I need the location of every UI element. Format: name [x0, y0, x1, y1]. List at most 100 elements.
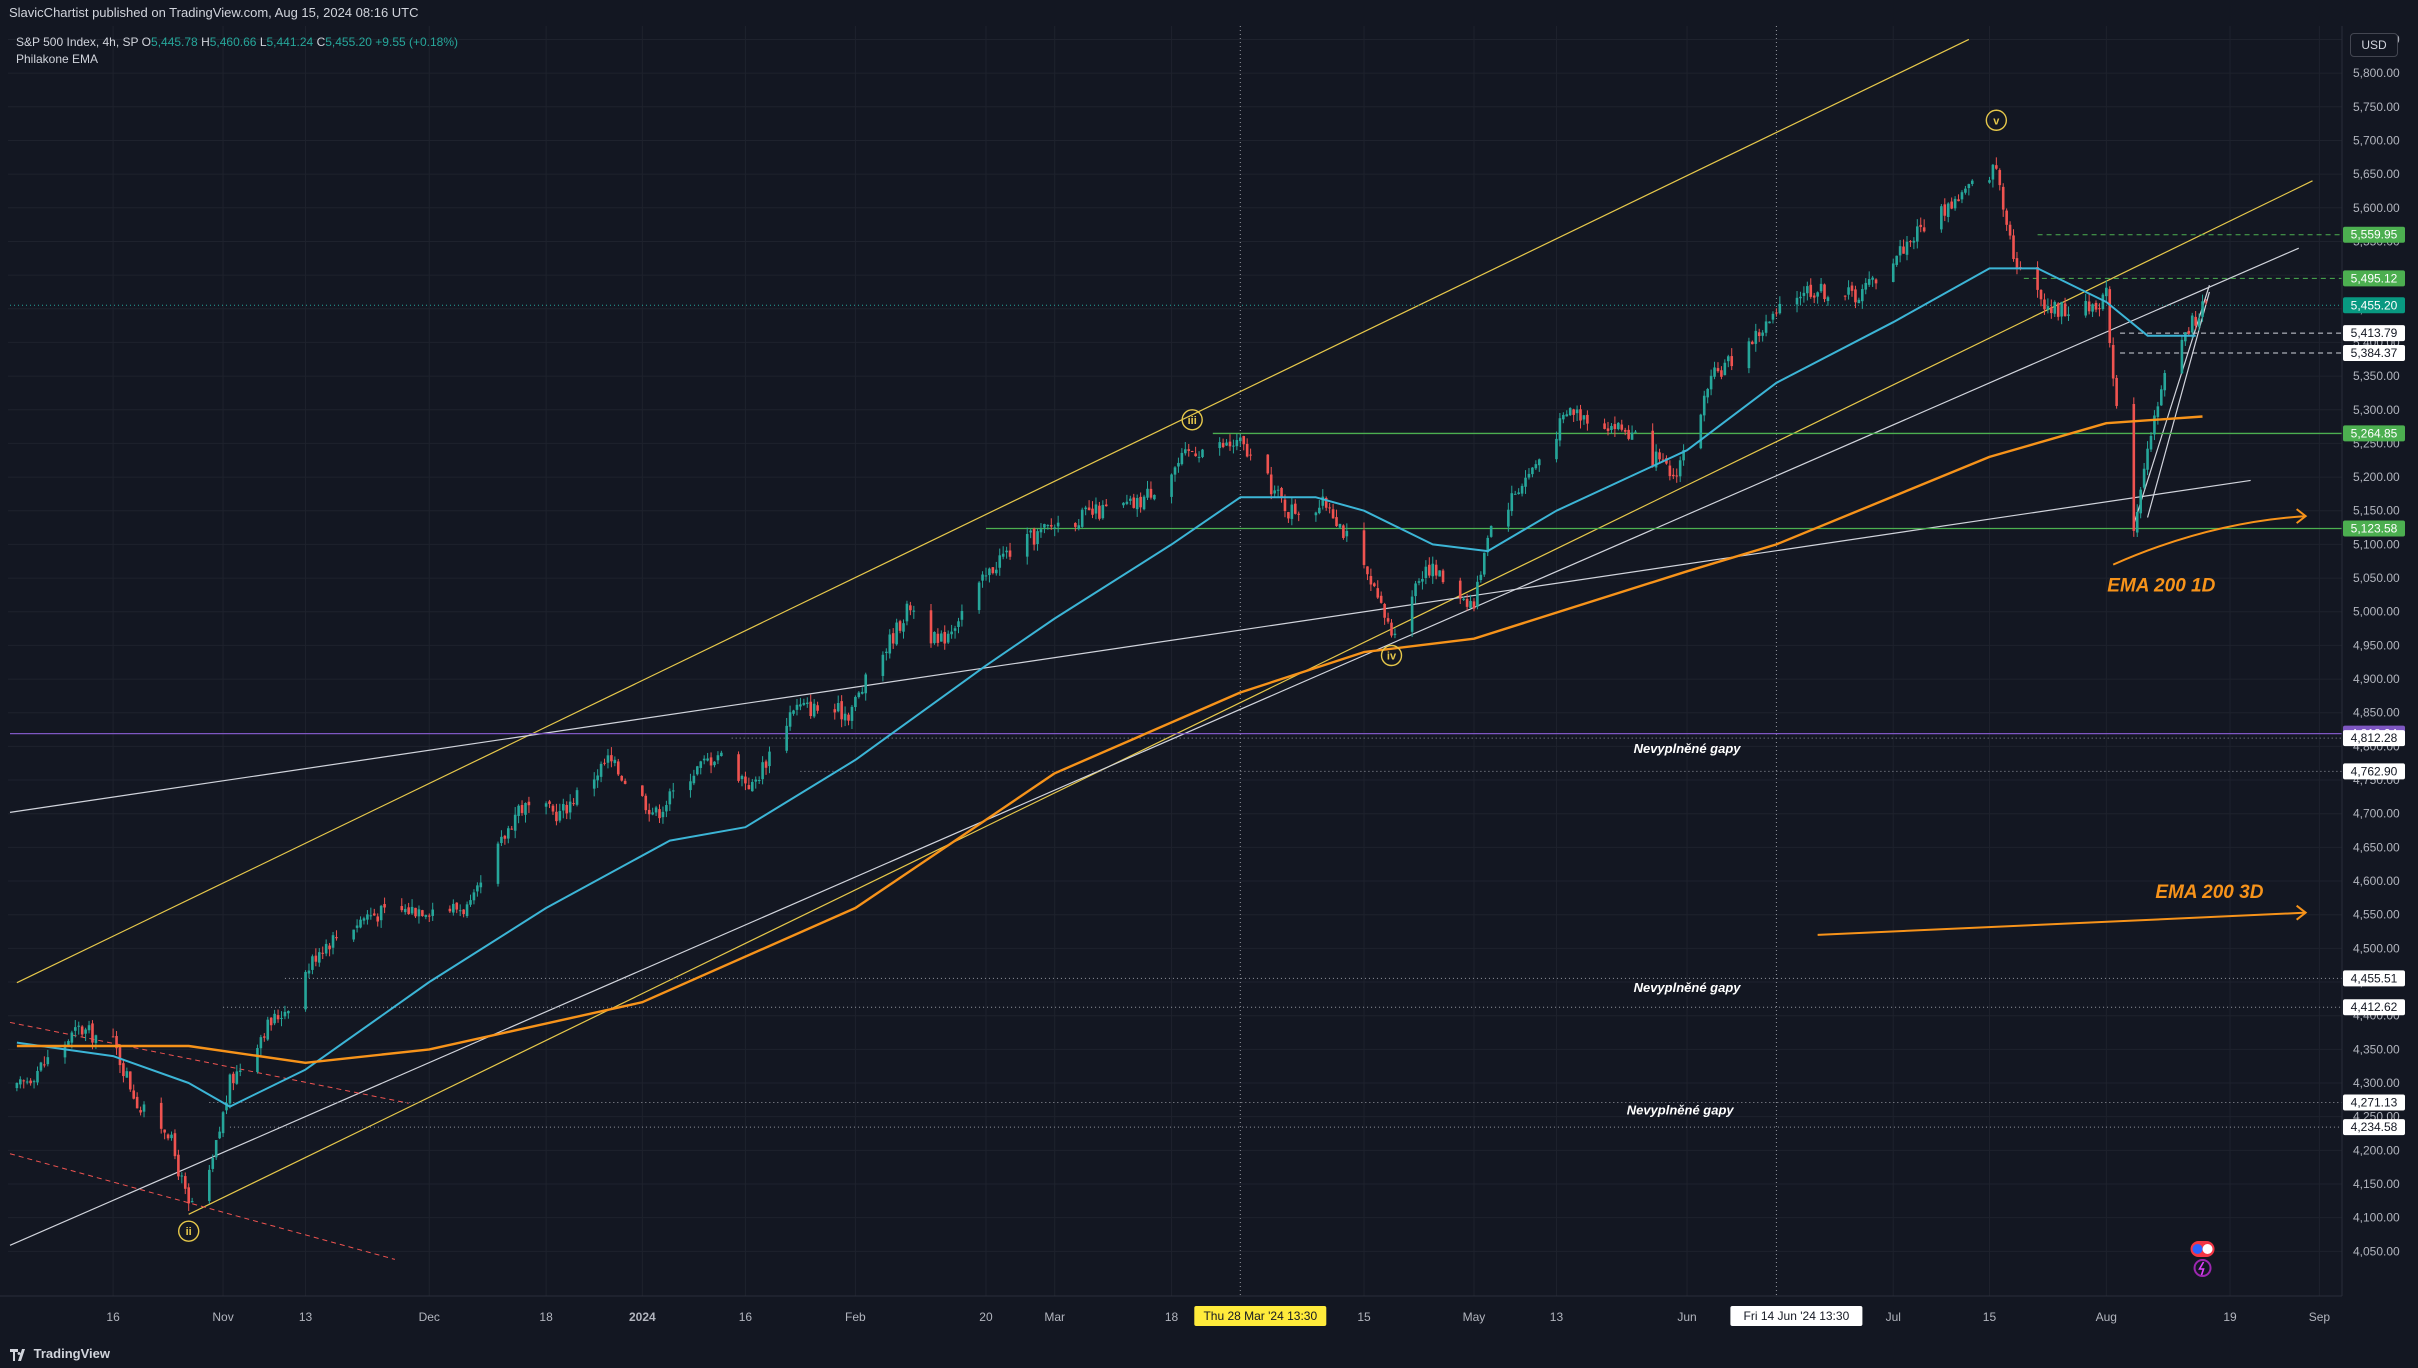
- time-tick-label: 13: [299, 1310, 313, 1324]
- candle-body: [1634, 431, 1637, 433]
- candle-body: [1874, 279, 1878, 284]
- candle-body: [905, 603, 909, 622]
- candle-body: [2005, 210, 2008, 225]
- candle-body: [2036, 267, 2039, 290]
- close-label: C: [316, 35, 326, 49]
- candle-body: [256, 1048, 259, 1073]
- candle-body: [984, 575, 988, 577]
- candle-body: [1197, 456, 1201, 458]
- lightning-event-icon-bolt: [2198, 1261, 2205, 1276]
- candle-body: [1507, 509, 1510, 527]
- candle-body: [1537, 459, 1541, 466]
- candle-body: [850, 706, 854, 721]
- candle-body: [1142, 496, 1146, 510]
- candle-body: [1823, 284, 1826, 300]
- candle-body: [2204, 301, 2208, 303]
- candle-body: [2015, 258, 2019, 268]
- candle-body: [720, 752, 723, 757]
- candle-body: [510, 828, 514, 830]
- candle-body: [1094, 504, 1098, 514]
- candle-body: [2101, 294, 2105, 310]
- candle-body: [421, 910, 424, 917]
- candle-body: [1386, 618, 1390, 622]
- wave-label: v: [1993, 115, 2000, 127]
- candle-body: [816, 705, 819, 711]
- candle-body: [307, 970, 311, 974]
- price-tick-label: 5,100.00: [2353, 537, 2400, 551]
- candle-body: [273, 1013, 276, 1024]
- tradingview-logo[interactable]: TradingView: [10, 1340, 110, 1368]
- candle-body: [407, 907, 410, 915]
- candle-body: [1293, 503, 1297, 514]
- candle-body: [36, 1070, 39, 1083]
- candle-body: [940, 633, 943, 642]
- candle-body: [548, 801, 551, 804]
- price-tick-label: 4,300.00: [2353, 1076, 2400, 1090]
- currency-button[interactable]: USD: [2350, 33, 2398, 57]
- candle-body: [431, 909, 434, 916]
- candle-body: [324, 943, 328, 954]
- candle-body: [1513, 493, 1517, 495]
- candle-body: [1245, 443, 1249, 457]
- descending-dashed-line: [9, 1021, 409, 1104]
- candle-body: [469, 900, 472, 905]
- candle-body: [1489, 526, 1493, 537]
- candle-body: [280, 1017, 283, 1019]
- candle-body: [355, 925, 359, 928]
- candle-body: [80, 1026, 84, 1035]
- candle-body: [757, 780, 761, 782]
- candle-body: [369, 915, 373, 917]
- lightning-event-icon: [2193, 1259, 2212, 1277]
- candle-body: [881, 654, 885, 676]
- candle-body: [1572, 409, 1575, 415]
- candle-body: [2050, 307, 2053, 314]
- price-tick-label: 5,800.00: [2353, 66, 2400, 80]
- candle-body: [1283, 499, 1287, 512]
- candle-body: [933, 631, 936, 644]
- time-tick-label: Jul: [1886, 1310, 1901, 1324]
- candle-body: [1373, 583, 1376, 587]
- price-tick-label: 4,200.00: [2353, 1143, 2400, 1157]
- candle-body: [909, 605, 912, 611]
- candle-body: [1617, 422, 1620, 430]
- candle-body: [936, 633, 940, 643]
- candle-body: [183, 1176, 187, 1189]
- time-tick-label: Aug: [2096, 1310, 2117, 1324]
- price-tag: [2343, 970, 2405, 987]
- price-tag: [2343, 730, 2405, 747]
- candle-body: [1084, 507, 1087, 510]
- candle-body: [1757, 332, 1761, 336]
- candle-body: [2039, 289, 2043, 300]
- candle-body: [977, 582, 981, 611]
- indicator-label[interactable]: Philakone EMA: [16, 52, 99, 66]
- price-chart[interactable]: Nevyplněné gapy Nevyplněné gapy Nevyplněné…: [0, 26, 2418, 1340]
- candle-body: [1812, 295, 1816, 298]
- candle-body: [713, 761, 716, 766]
- candle-body: [2153, 415, 2156, 435]
- candle-body: [1465, 599, 1469, 607]
- high-label: H: [201, 35, 210, 49]
- price-tick-label: 5,350.00: [2353, 369, 2400, 383]
- candle-body: [854, 696, 857, 708]
- candle-body: [1342, 525, 1345, 538]
- candle-body: [2194, 316, 2197, 326]
- candle-body: [496, 843, 500, 884]
- candle-body: [929, 610, 933, 644]
- chart-annotation: Nevyplněné gapy: [1634, 980, 1742, 995]
- candle-body: [1510, 493, 1514, 512]
- candle-body: [1098, 505, 1101, 519]
- time-tick-label: 2024: [629, 1310, 656, 1324]
- candle-body: [84, 1029, 87, 1034]
- candle-body: [2060, 301, 2063, 317]
- candle-body: [128, 1071, 132, 1090]
- candle-body: [1558, 418, 1562, 441]
- candle-body: [788, 712, 792, 727]
- candle-body: [2187, 330, 2191, 334]
- candle-body: [1964, 188, 1967, 193]
- candle-body: [885, 651, 888, 653]
- candle-body: [1730, 356, 1734, 367]
- candle-body: [754, 779, 758, 782]
- candle-body: [620, 775, 624, 781]
- candle-body: [1194, 453, 1197, 457]
- candle-body: [372, 913, 376, 916]
